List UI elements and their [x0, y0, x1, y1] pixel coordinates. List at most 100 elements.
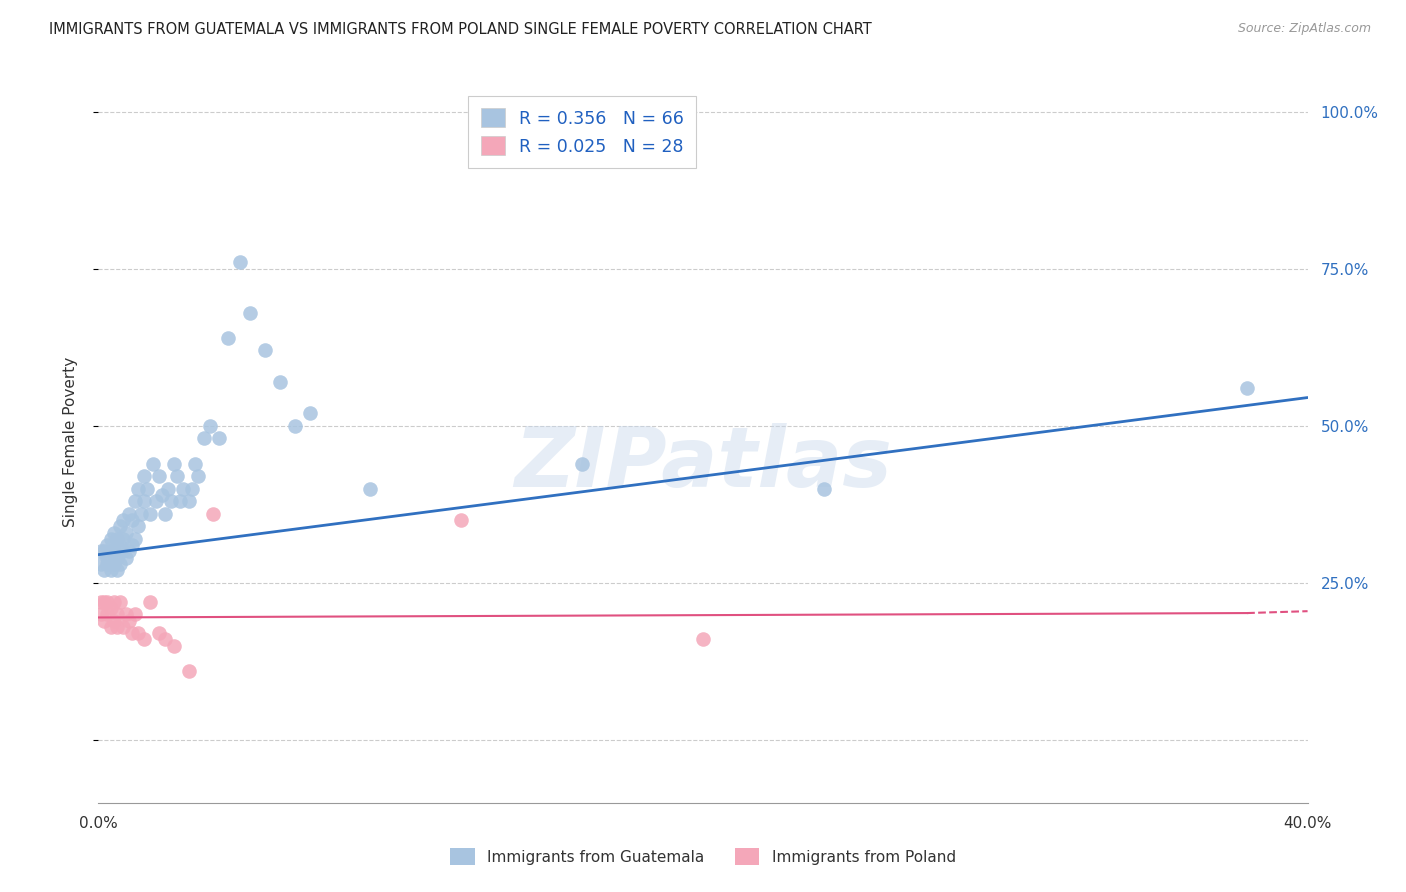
Point — [139, 507, 162, 521]
Point — [105, 550, 128, 565]
Point — [100, 601, 122, 615]
Point — [127, 482, 149, 496]
Point — [118, 507, 141, 521]
Point — [160, 494, 183, 508]
Point — [239, 306, 262, 320]
Point — [284, 418, 307, 433]
Point — [100, 563, 122, 577]
Point — [103, 614, 125, 628]
Point — [105, 620, 128, 634]
Text: Source: ZipAtlas.com: Source: ZipAtlas.com — [1237, 22, 1371, 36]
Point — [135, 482, 157, 496]
Point — [132, 469, 155, 483]
Point — [132, 632, 155, 647]
Point — [121, 538, 143, 552]
Point — [90, 595, 112, 609]
Point — [208, 431, 231, 445]
Point — [100, 620, 122, 634]
Point — [114, 550, 136, 565]
Point — [111, 544, 134, 558]
Text: IMMIGRANTS FROM GUATEMALA VS IMMIGRANTS FROM POLAND SINGLE FEMALE POVERTY CORREL: IMMIGRANTS FROM GUATEMALA VS IMMIGRANTS … — [49, 22, 872, 37]
Point — [118, 614, 141, 628]
Point — [163, 457, 186, 471]
Point — [93, 614, 115, 628]
Point — [169, 494, 191, 508]
Point — [163, 639, 186, 653]
Point — [114, 525, 136, 540]
Point — [103, 595, 125, 609]
Point — [100, 532, 122, 546]
Point — [114, 607, 136, 622]
Point — [142, 457, 165, 471]
Point — [127, 626, 149, 640]
Point — [360, 482, 382, 496]
Point — [96, 607, 118, 622]
Point — [202, 507, 225, 521]
Point — [108, 519, 131, 533]
Point — [105, 607, 128, 622]
Point — [145, 494, 167, 508]
Point — [108, 595, 131, 609]
Point — [93, 544, 115, 558]
Point — [103, 557, 125, 571]
Point — [813, 482, 835, 496]
Point — [127, 519, 149, 533]
Point — [229, 255, 252, 269]
Point — [692, 632, 714, 647]
Point — [181, 482, 204, 496]
Point — [166, 469, 188, 483]
Point — [132, 494, 155, 508]
Point — [90, 557, 112, 571]
Point — [299, 406, 322, 420]
Point — [118, 544, 141, 558]
Point — [111, 532, 134, 546]
Point — [121, 513, 143, 527]
Point — [269, 375, 291, 389]
Point — [124, 532, 146, 546]
Point — [217, 331, 239, 345]
Point — [148, 469, 170, 483]
Point — [108, 557, 131, 571]
Point — [150, 488, 173, 502]
Point — [156, 482, 179, 496]
Point — [200, 418, 222, 433]
Point — [129, 507, 152, 521]
Point — [124, 494, 146, 508]
Point — [111, 620, 134, 634]
Point — [96, 557, 118, 571]
Point — [172, 482, 194, 496]
Point — [450, 513, 472, 527]
Point — [148, 626, 170, 640]
Point — [153, 507, 176, 521]
Point — [153, 632, 176, 647]
Point — [193, 431, 215, 445]
Text: ZIPatlas: ZIPatlas — [515, 423, 891, 504]
Point — [103, 525, 125, 540]
Point — [187, 469, 209, 483]
Point — [1236, 381, 1258, 395]
Point — [93, 563, 115, 577]
Point — [108, 538, 131, 552]
Point — [96, 550, 118, 565]
Point — [90, 607, 112, 622]
Point — [96, 595, 118, 609]
Legend: R = 0.356   N = 66, R = 0.025   N = 28: R = 0.356 N = 66, R = 0.025 N = 28 — [468, 96, 696, 168]
Point — [96, 538, 118, 552]
Point — [184, 457, 207, 471]
Legend: Immigrants from Guatemala, Immigrants from Poland: Immigrants from Guatemala, Immigrants fr… — [444, 842, 962, 871]
Point — [571, 457, 593, 471]
Point — [90, 544, 112, 558]
Point — [139, 595, 162, 609]
Point — [105, 563, 128, 577]
Point — [121, 626, 143, 640]
Point — [93, 595, 115, 609]
Point — [105, 532, 128, 546]
Point — [253, 343, 276, 358]
Point — [179, 494, 201, 508]
Point — [111, 513, 134, 527]
Point — [179, 664, 201, 678]
Point — [103, 544, 125, 558]
Y-axis label: Single Female Poverty: Single Female Poverty — [63, 357, 77, 526]
Point — [100, 544, 122, 558]
Point — [124, 607, 146, 622]
